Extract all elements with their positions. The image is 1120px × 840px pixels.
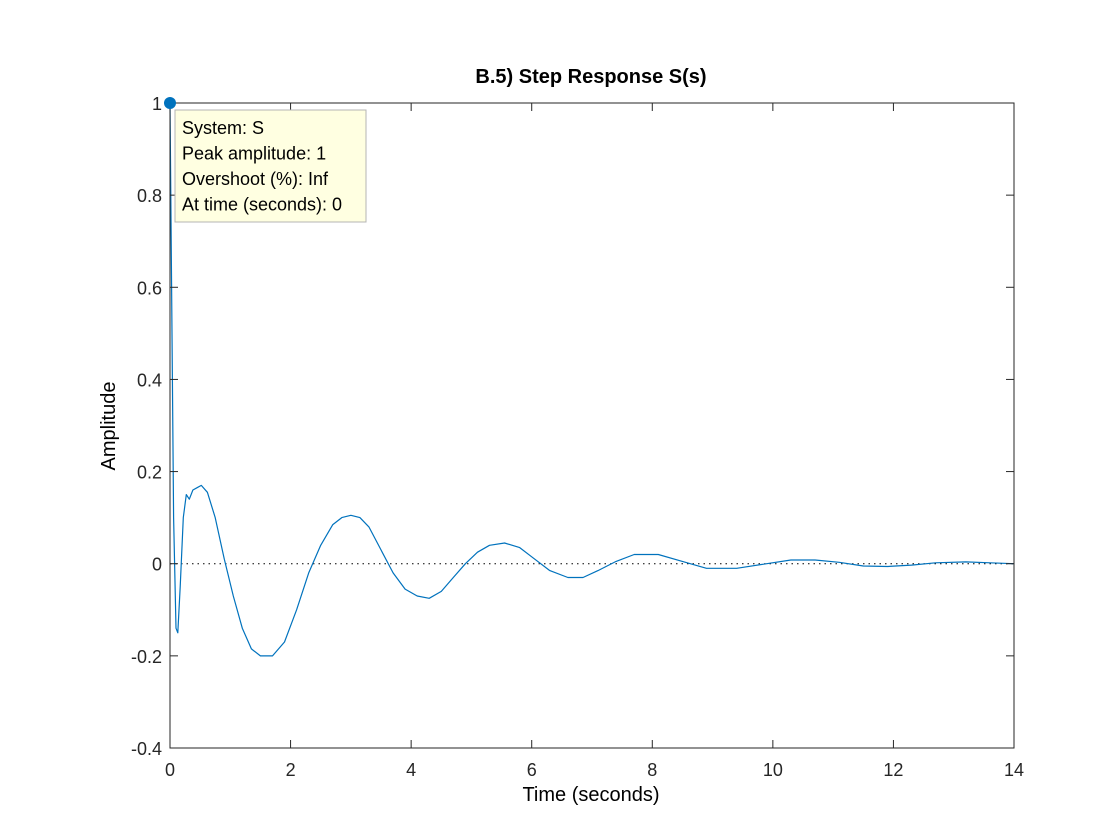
x-tick-label: 2 — [286, 760, 296, 780]
peak-marker-point[interactable] — [164, 97, 176, 109]
axes-layer — [169, 102, 1015, 749]
x-tick-label: 4 — [406, 760, 416, 780]
y-tick-label: 0.2 — [137, 463, 162, 483]
series-line-0 — [169, 102, 1015, 657]
y-tick-label: -0.2 — [131, 647, 162, 667]
data-tip-box[interactable] — [174, 109, 367, 223]
y-axis-label: Amplitude — [98, 382, 120, 471]
y-tick-label: 0.4 — [137, 370, 162, 390]
x-tick-label: 10 — [763, 760, 783, 780]
tick-layer: 0 2 4 6 8 10 12 14 -0.4 -0.2 0 0.2 0.4 0.6 0.8 1 — [131, 94, 1024, 780]
x-axis-label: Time (seconds) — [522, 784, 659, 806]
y-tick-label: 0 — [152, 555, 162, 575]
data-tip-line: System: S — [182, 118, 264, 138]
data-tip-layer[interactable]: System: S Peak amplitude: 1 Overshoot (%):… — [164, 97, 367, 223]
x-tick-label: 12 — [883, 760, 903, 780]
chart-title: B.5) Step Response S(s) — [475, 66, 706, 88]
x-tick-label: 14 — [1004, 760, 1024, 780]
x-tick-label: 8 — [647, 760, 657, 780]
y-tick-label: 0.6 — [137, 278, 162, 298]
plot-box — [169, 102, 1015, 749]
data-tip-line: Peak amplitude: 1 — [182, 144, 326, 164]
data-tip-line: Overshoot (%): Inf — [182, 169, 329, 189]
x-tick-label: 6 — [527, 760, 537, 780]
y-tick-label: 0.8 — [137, 186, 162, 206]
x-tick-label: 0 — [165, 760, 175, 780]
y-tick-label: -0.4 — [131, 739, 162, 759]
y-tick-label: 1 — [152, 94, 162, 114]
data-tip-line: At time (seconds): 0 — [182, 195, 342, 215]
